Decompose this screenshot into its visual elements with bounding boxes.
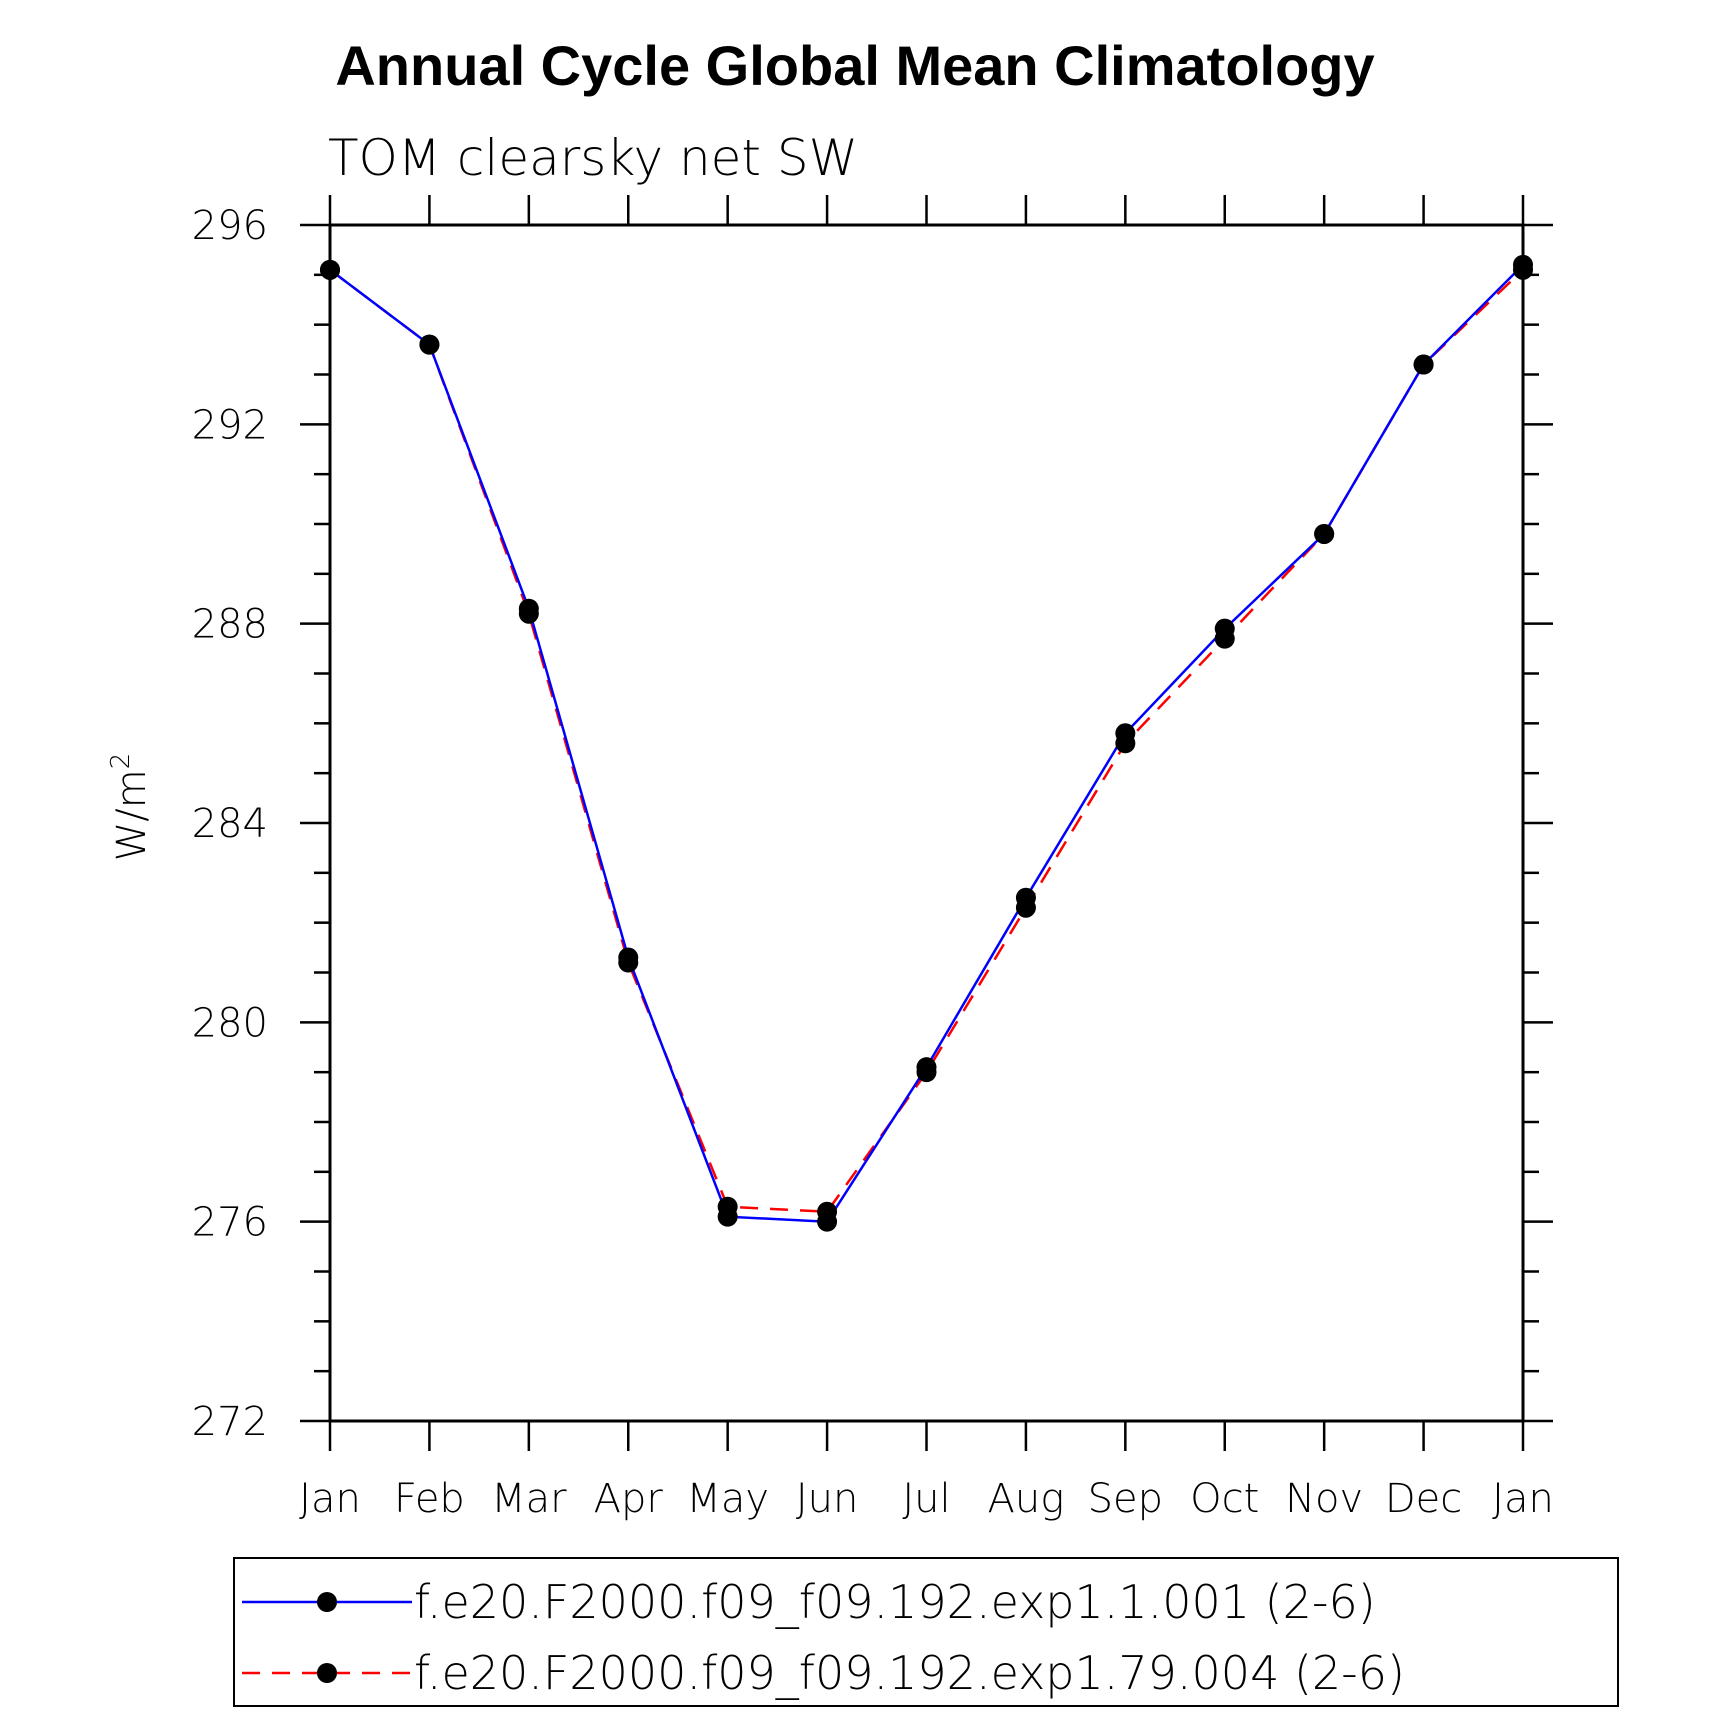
y-tick-label: 276 (192, 1200, 268, 1246)
data-point-series-2 (1015, 897, 1036, 918)
x-tick-label: Jan (1492, 1476, 1554, 1522)
x-tick-label: Feb (394, 1476, 465, 1522)
axis-ticks: 272 276 280 284 288 292 296 Jan Feb Mar Apr May Jun J… (192, 195, 1554, 1522)
y-axis-label-text: W/m (109, 769, 155, 861)
y-tick-label: 292 (192, 402, 268, 448)
y-tick-label: 284 (192, 801, 268, 847)
data-point-series-2 (518, 603, 539, 624)
y-axis-label-superscript: 2 (106, 753, 136, 770)
legend-marker-series-2 (317, 1663, 337, 1683)
chart-subtitle: TOM clearsky net SW (328, 129, 858, 187)
y-axis-label: W/m2 (106, 753, 155, 862)
x-tick-label: Nov (1285, 1476, 1363, 1522)
legend-box (233, 1557, 1619, 1707)
legend-label-series-1: f.e20.F2000.f09_f09.192.exp1.1.001 (2-6) (414, 1575, 1376, 1629)
y-tick-label: 280 (192, 1000, 268, 1046)
x-tick-label: Dec (1385, 1476, 1462, 1522)
svg-text:W/m2: W/m2 (106, 753, 155, 862)
data-point-series-2 (717, 1196, 738, 1217)
data-point-series-2 (320, 259, 340, 280)
legend: f.e20.F2000.f09_f09.192.exp1.1.001 (2-6)… (233, 1557, 1619, 1707)
x-tick-label: Sep (1088, 1476, 1163, 1522)
x-tick-label: Jan (299, 1476, 361, 1522)
data-point-series-2 (916, 1062, 937, 1083)
plot-frame (328, 223, 1525, 1423)
x-tick-label: Apr (594, 1476, 664, 1522)
x-tick-label: Jun (796, 1476, 859, 1522)
y-tick-label: 296 (192, 203, 268, 249)
data-point-series-2 (1513, 259, 1533, 280)
data-point-series-2 (1115, 733, 1136, 754)
data-point-series-2 (1214, 628, 1235, 649)
x-tick-label: Aug (988, 1476, 1065, 1522)
legend-marker-series-1 (317, 1592, 337, 1612)
data-point-series-2 (817, 1201, 838, 1222)
series-layer (320, 254, 1533, 1232)
data-point-series-2 (1314, 523, 1335, 544)
y-tick-label: 272 (192, 1399, 268, 1445)
x-tick-label: Jul (902, 1476, 950, 1522)
data-point-series-2 (1413, 354, 1434, 375)
x-tick-label: May (686, 1476, 769, 1522)
legend-label-series-2: f.e20.F2000.f09_f09.192.exp1.79.004 (2-6… (414, 1646, 1405, 1700)
chart-title: Annual Cycle Global Mean Climatology (335, 34, 1374, 97)
data-point-series-2 (618, 952, 639, 973)
y-tick-label: 288 (192, 602, 268, 648)
x-tick-label: Mar (491, 1476, 567, 1522)
data-point-series-2 (419, 334, 440, 355)
x-tick-label: Oct (1190, 1476, 1259, 1522)
